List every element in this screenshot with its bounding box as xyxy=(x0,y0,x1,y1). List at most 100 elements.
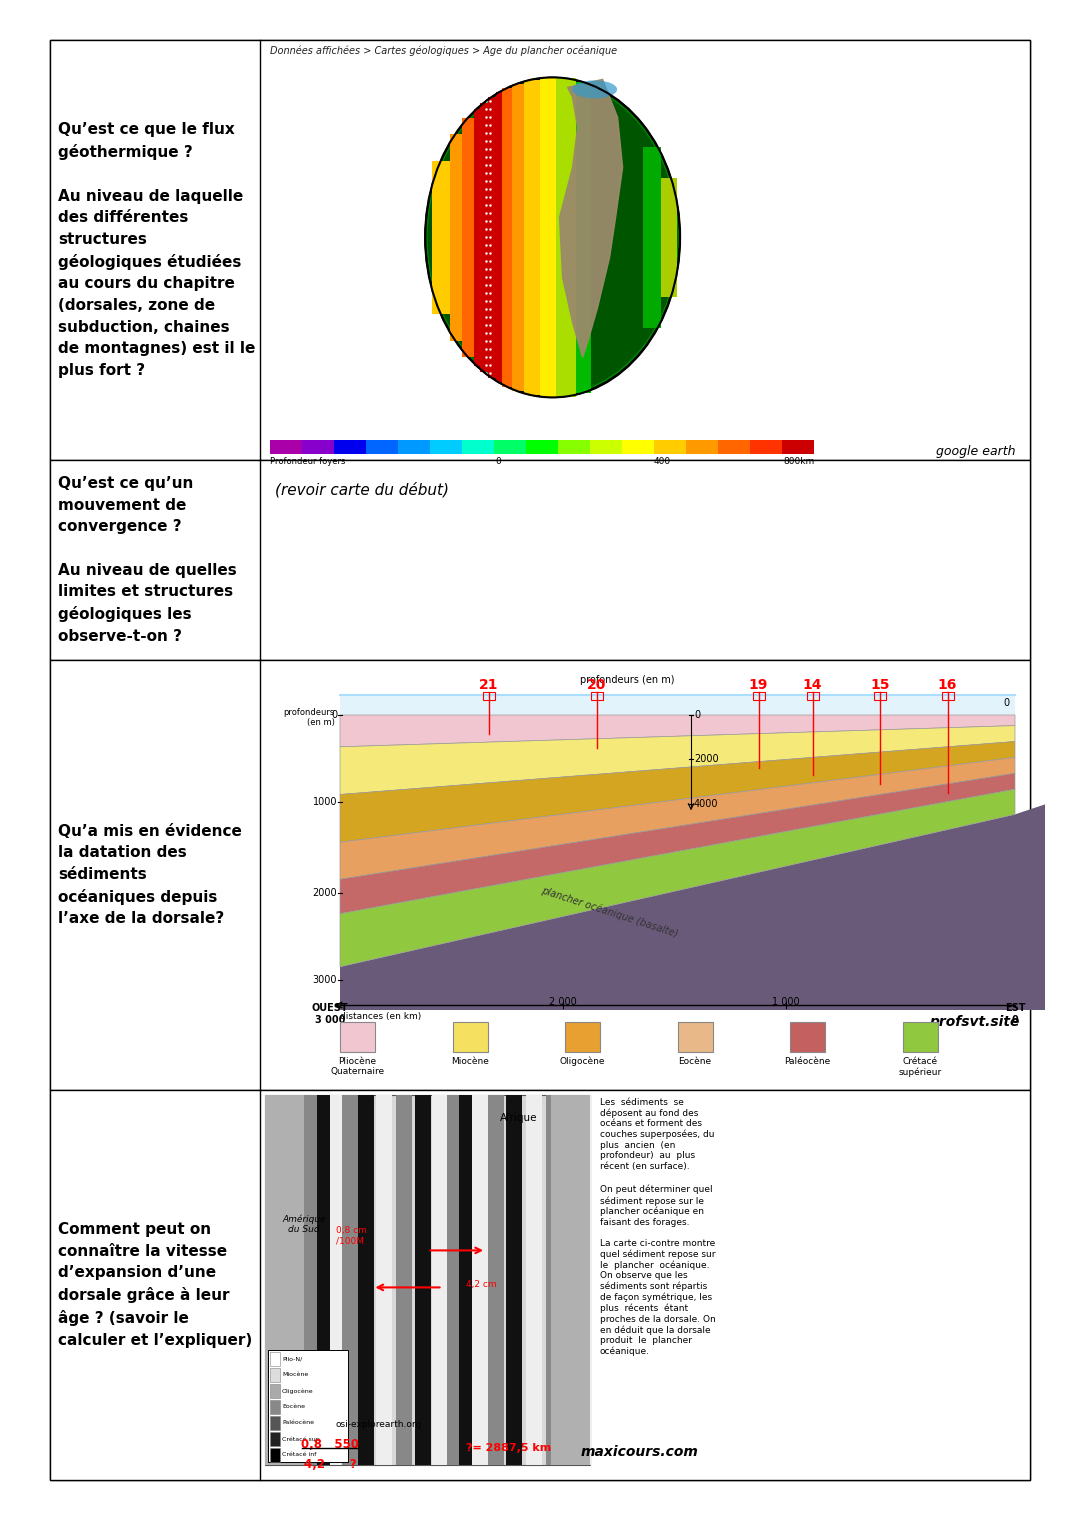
Bar xyxy=(487,96,496,377)
Bar xyxy=(545,1095,562,1464)
Text: Qu’a mis en évidence
la datation des
sédiments
océaniques depuis
l’axe de la dor: Qu’a mis en évidence la datation des séd… xyxy=(58,823,242,927)
Bar xyxy=(270,440,302,454)
Text: 0,8 cm
/100M: 0,8 cm /100M xyxy=(337,1226,367,1246)
Bar xyxy=(270,1448,280,1461)
Text: profondeurs
(en m): profondeurs (en m) xyxy=(284,709,335,727)
Text: 19: 19 xyxy=(748,678,768,692)
Text: Données affichées > Cartes géologiques > Age du plancher océanique: Données affichées > Cartes géologiques >… xyxy=(270,46,617,56)
Bar xyxy=(677,1022,713,1052)
Bar xyxy=(459,1095,475,1464)
Polygon shape xyxy=(340,773,1015,913)
Bar xyxy=(686,440,718,454)
Text: OUEST
3 000: OUEST 3 000 xyxy=(312,1003,349,1025)
Bar xyxy=(496,93,501,382)
Text: Qu’est ce que le flux
géothermique ?

Au niveau de laquelle
des différentes
stru: Qu’est ce que le flux géothermique ? Au … xyxy=(58,122,255,377)
Bar xyxy=(495,440,526,454)
Text: 2000: 2000 xyxy=(312,887,337,898)
Text: 0: 0 xyxy=(694,710,700,721)
Text: 14: 14 xyxy=(802,678,822,692)
Text: Profondeur foyers: Profondeur foyers xyxy=(270,457,346,466)
Bar xyxy=(558,440,591,454)
Ellipse shape xyxy=(572,81,617,98)
Text: Qu’est ce qu’un
mouvement de
convergence ?

Au niveau de quelles
limites et stru: Qu’est ce qu’un mouvement de convergence… xyxy=(58,476,237,644)
Text: 15: 15 xyxy=(870,678,890,692)
Bar xyxy=(265,1095,303,1464)
Text: Miocène: Miocène xyxy=(282,1373,308,1377)
Bar xyxy=(302,440,334,454)
Bar xyxy=(577,1095,593,1464)
Bar xyxy=(643,147,661,328)
Bar xyxy=(474,108,480,366)
Text: 400: 400 xyxy=(653,457,671,466)
Bar xyxy=(366,440,399,454)
Bar xyxy=(661,177,676,298)
Bar xyxy=(318,1095,334,1464)
Bar xyxy=(563,1095,579,1464)
Ellipse shape xyxy=(427,79,679,395)
Text: plancher océanique (basalte): plancher océanique (basalte) xyxy=(540,884,679,939)
Bar xyxy=(265,1095,590,1464)
Bar xyxy=(395,1095,411,1464)
Bar xyxy=(576,82,591,392)
Polygon shape xyxy=(340,725,1015,794)
Bar xyxy=(526,440,558,454)
Bar xyxy=(487,1095,504,1464)
Bar xyxy=(903,1022,937,1052)
Text: distances (en km): distances (en km) xyxy=(340,1012,421,1022)
Text: On peut déterminer quel
sédiment repose sur le
plancher océanique en
faisant des: On peut déterminer quel sédiment repose … xyxy=(600,1185,713,1226)
Bar xyxy=(654,440,686,454)
Text: Plio-N/: Plio-N/ xyxy=(282,1356,302,1362)
Text: 4,2      ?: 4,2 ? xyxy=(303,1458,356,1471)
Bar xyxy=(512,84,524,391)
Bar xyxy=(501,89,512,386)
Bar xyxy=(622,440,654,454)
Text: google earth: google earth xyxy=(935,444,1015,458)
Bar xyxy=(524,79,540,395)
Text: osi-explorearth.org: osi-explorearth.org xyxy=(336,1420,422,1429)
Bar xyxy=(50,660,1030,1090)
Bar xyxy=(270,1351,280,1367)
Text: 800km: 800km xyxy=(783,457,814,466)
Bar xyxy=(270,1368,280,1382)
Bar xyxy=(50,1090,1030,1480)
Polygon shape xyxy=(340,742,1015,843)
Bar xyxy=(265,1095,281,1464)
Bar xyxy=(376,1095,392,1464)
Text: 0: 0 xyxy=(1004,698,1010,709)
Bar xyxy=(285,1095,301,1464)
Bar xyxy=(432,160,449,315)
Text: Miocène: Miocène xyxy=(451,1057,489,1066)
Bar xyxy=(432,1095,448,1464)
Text: (revoir carte du début): (revoir carte du début) xyxy=(275,483,449,498)
Bar xyxy=(50,40,1030,460)
Bar xyxy=(329,1095,346,1464)
Bar xyxy=(942,692,954,699)
Polygon shape xyxy=(340,695,1015,715)
Text: 4000: 4000 xyxy=(694,799,718,809)
Bar xyxy=(340,1022,375,1052)
Polygon shape xyxy=(340,805,1045,1009)
Bar xyxy=(540,78,555,397)
Text: profsvt.site: profsvt.site xyxy=(930,1015,1020,1029)
Text: Oligocène: Oligocène xyxy=(282,1388,313,1394)
Bar xyxy=(430,440,462,454)
Bar xyxy=(480,102,487,373)
Text: Crétacé inf: Crétacé inf xyxy=(282,1452,316,1457)
Bar xyxy=(449,133,461,341)
Text: Pliocène
Quaternaire: Pliocène Quaternaire xyxy=(330,1057,384,1077)
Text: 21: 21 xyxy=(478,678,498,692)
Text: Oligocène: Oligocène xyxy=(559,1057,605,1066)
Bar xyxy=(565,1022,600,1052)
Text: Comment peut on
connaître la vitesse
d’expansion d’une
dorsale grâce à leur
âge : Comment peut on connaître la vitesse d’e… xyxy=(58,1222,253,1348)
Bar xyxy=(270,1416,280,1429)
Bar xyxy=(591,440,622,454)
Text: 16: 16 xyxy=(937,678,957,692)
Bar xyxy=(555,78,576,397)
Bar xyxy=(483,692,495,699)
Text: profondeurs (en m): profondeurs (en m) xyxy=(580,675,675,686)
Bar xyxy=(751,440,782,454)
Bar xyxy=(342,1095,359,1464)
Text: 1000: 1000 xyxy=(312,797,337,808)
Text: ?= 2887,5 km: ?= 2887,5 km xyxy=(467,1443,552,1454)
Text: Eocène: Eocène xyxy=(678,1057,712,1066)
